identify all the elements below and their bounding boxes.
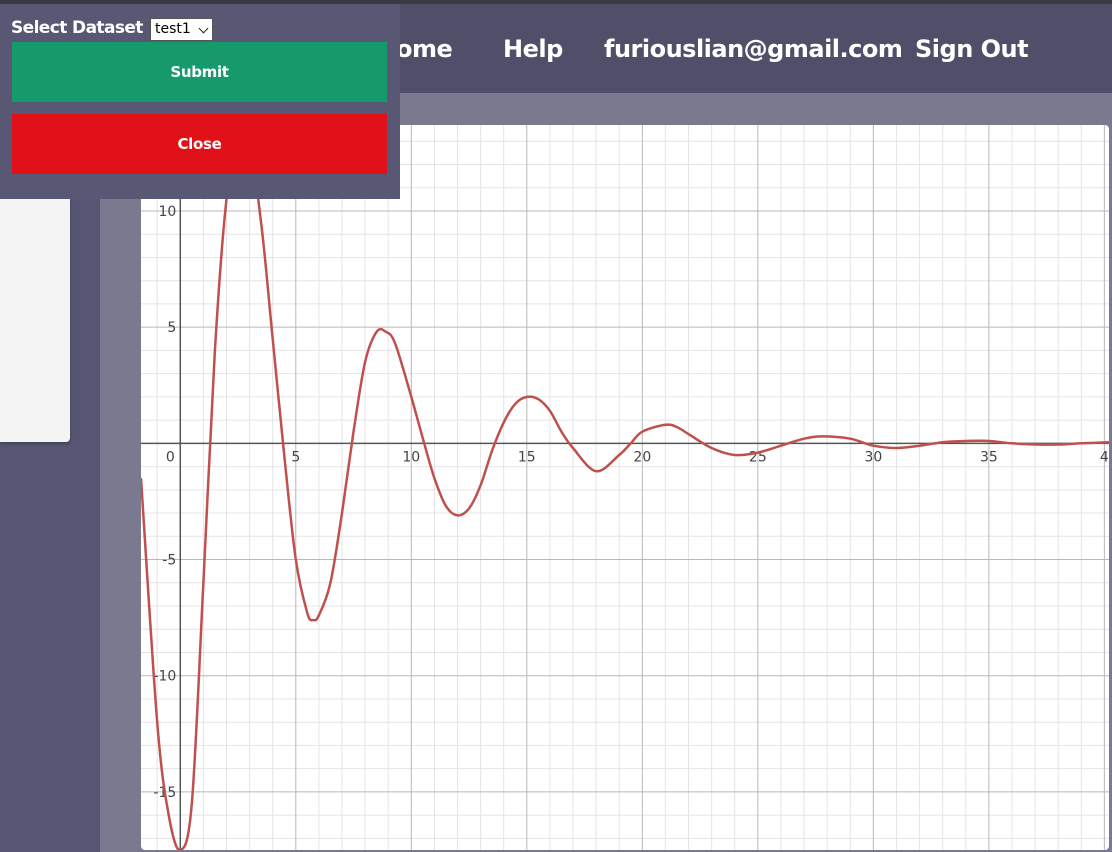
close-button[interactable]: Close	[12, 114, 387, 174]
window-top-edge	[0, 0, 1112, 4]
x-tick-label: 15	[518, 449, 536, 465]
nav-home-link[interactable]: ome	[396, 35, 453, 63]
x-tick-label: 0	[166, 449, 175, 465]
x-tick-label: 30	[864, 449, 882, 465]
side-panel-card	[0, 196, 70, 442]
close-button-label: Close	[177, 135, 222, 153]
dataset-select-value: test1	[155, 21, 191, 37]
submit-button[interactable]: Submit	[12, 42, 387, 102]
y-tick-label: -5	[162, 553, 176, 569]
chevron-down-icon	[198, 23, 209, 34]
nav-help-link[interactable]: Help	[503, 35, 563, 63]
x-tick-label: 35	[980, 449, 998, 465]
y-tick-label: 5	[167, 320, 176, 336]
dataset-select[interactable]: test1	[150, 18, 213, 41]
submit-button-label: Submit	[170, 63, 229, 81]
x-tick-label: 10	[402, 449, 420, 465]
select-dataset-label: Select Dataset	[11, 18, 143, 38]
dataset-panel: Select Dataset test1 Submit Close	[0, 4, 400, 199]
nav-sign-out-link[interactable]: Sign Out	[915, 35, 1029, 63]
graph-card: 0 5 10 15 20 25 30 35 4 10 5 -5 -10 -15	[141, 125, 1109, 850]
x-tick-label: 20	[633, 449, 651, 465]
x-tick-label: 5	[291, 449, 300, 465]
x-tick-label: 4	[1100, 449, 1109, 465]
y-tick-label: 10	[158, 204, 176, 220]
y-tick-label: -10	[153, 669, 176, 685]
nav-user-email[interactable]: furiouslian@gmail.com	[604, 35, 903, 63]
